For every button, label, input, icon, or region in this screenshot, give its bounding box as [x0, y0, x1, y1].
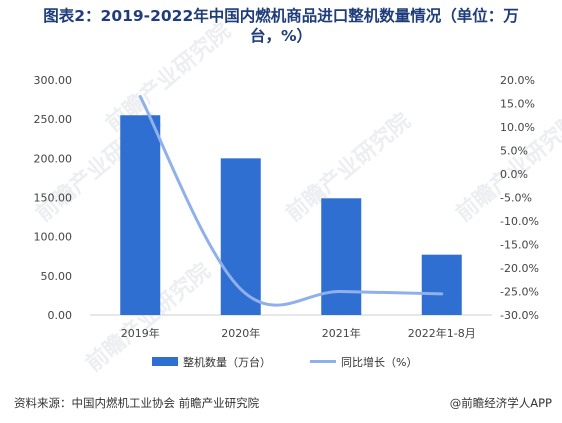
y-axis-right: -30.0% -25.0% -20.0% -15.0% -10.0% -5.0% 0.0% 5…	[500, 74, 539, 322]
bar	[421, 254, 462, 315]
legend-bar-swatch	[152, 357, 178, 366]
y-right-tick-label: -30.0%	[500, 309, 539, 322]
y-right-tick-label: -25.0%	[500, 286, 539, 299]
y-axis-left: 0.00 50.00 100.00 150.00 200.00 250.00 300.00	[34, 74, 73, 322]
y-right-tick-label: -20.0%	[500, 262, 539, 275]
legend-bar-label: 整机数量（万台）	[183, 355, 271, 369]
y-right-tick-label: 15.0%	[500, 98, 535, 111]
y-right-tick-label: 20.0%	[500, 74, 535, 87]
x-tick-label: 2019年	[121, 326, 160, 340]
y-left-tick-label: 50.00	[41, 270, 73, 283]
y-left-tick-label: 300.00	[34, 74, 73, 87]
x-tick-label: 2020年	[221, 326, 260, 340]
bar	[220, 158, 261, 315]
y-right-tick-label: -5.0%	[500, 192, 532, 205]
y-right-tick-label: -10.0%	[500, 215, 539, 228]
x-tick-label: 2022年1-8月	[408, 326, 476, 340]
x-axis: 2019年 2020年 2021年 2022年1-8月	[121, 326, 476, 340]
bar	[321, 198, 362, 315]
bar	[120, 115, 161, 315]
y-left-tick-label: 100.00	[34, 231, 73, 244]
legend-line-label: 同比增长（%）	[341, 355, 417, 369]
y-left-tick-label: 250.00	[34, 113, 73, 126]
y-right-tick-label: 5.0%	[500, 145, 528, 158]
y-left-tick-label: 150.00	[34, 192, 73, 205]
bar-series	[120, 115, 462, 315]
x-tick-label: 2021年	[322, 326, 361, 340]
chart-title: 图表2：2019-2022年中国内燃机商品进口整机数量情况（单位：万 台，%）	[0, 6, 562, 46]
growth-line-series	[138, 94, 444, 307]
chart-title-line1: 图表2：2019-2022年中国内燃机商品进口整机数量情况（单位：万	[43, 7, 519, 25]
y-right-tick-label: 0.0%	[500, 168, 528, 181]
brand-label: @前瞻经济学人APP	[449, 396, 552, 410]
y-right-tick-label: -15.0%	[500, 239, 539, 252]
y-left-tick-label: 200.00	[34, 152, 73, 165]
source-note: 资料来源：中国内燃机工业协会 前瞻产业研究院	[14, 396, 260, 410]
y-left-tick-label: 0.00	[48, 309, 73, 322]
chart-title-line2: 台，%）	[249, 27, 313, 45]
legend: 整机数量（万台） 同比增长（%）	[152, 355, 417, 369]
y-right-tick-label: 10.0%	[500, 121, 535, 134]
